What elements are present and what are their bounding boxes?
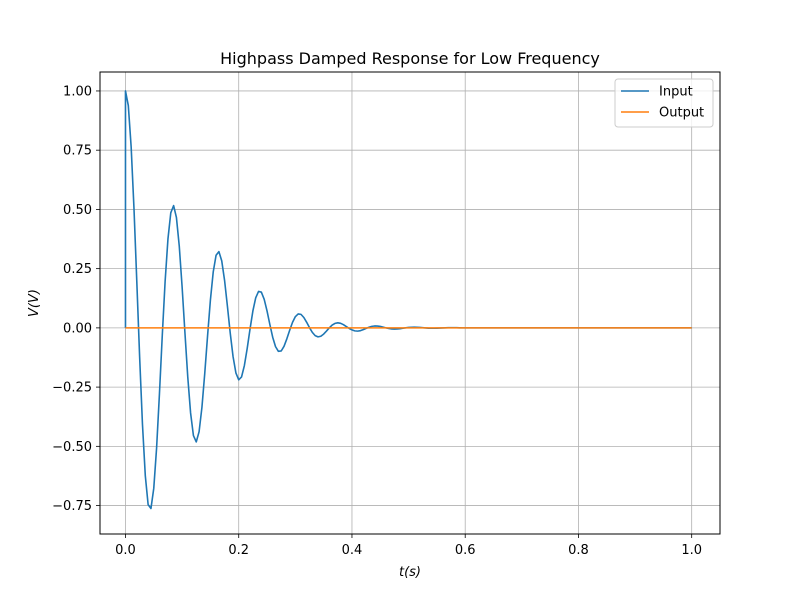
chart-title: Highpass Damped Response for Low Frequen… <box>220 49 600 68</box>
y-tick-label: 1.00 <box>63 84 92 99</box>
x-tick-label: 0.2 <box>228 543 249 558</box>
x-tick-label: 0.6 <box>455 543 476 558</box>
y-tick-label: 0.00 <box>63 321 92 336</box>
legend-label-input: Input <box>659 85 693 100</box>
axis-ticks: 0.0 0.2 0.4 0.6 0.8 1.0 −0.75 −0.50 −0.25 0.00 0.2… <box>52 84 702 558</box>
legend-label-output: Output <box>659 106 704 121</box>
x-tick-label: 0.0 <box>115 543 136 558</box>
y-tick-label: −0.75 <box>52 499 92 514</box>
x-axis-label: t(s) <box>399 565 421 580</box>
legend: Input Output <box>614 78 714 128</box>
x-tick-label: 1.0 <box>681 543 702 558</box>
x-tick-label: 0.8 <box>568 543 589 558</box>
x-tick-label: 0.4 <box>342 543 363 558</box>
series-layer <box>124 90 692 510</box>
y-tick-label: −0.50 <box>52 440 92 455</box>
y-tick-label: −0.25 <box>52 381 92 396</box>
y-tick-label: 0.50 <box>63 203 92 218</box>
y-tick-label: 0.75 <box>63 144 92 159</box>
y-tick-label: 0.25 <box>63 262 92 277</box>
y-axis-label: V(V) <box>27 289 42 317</box>
plot-frame <box>99 71 721 535</box>
